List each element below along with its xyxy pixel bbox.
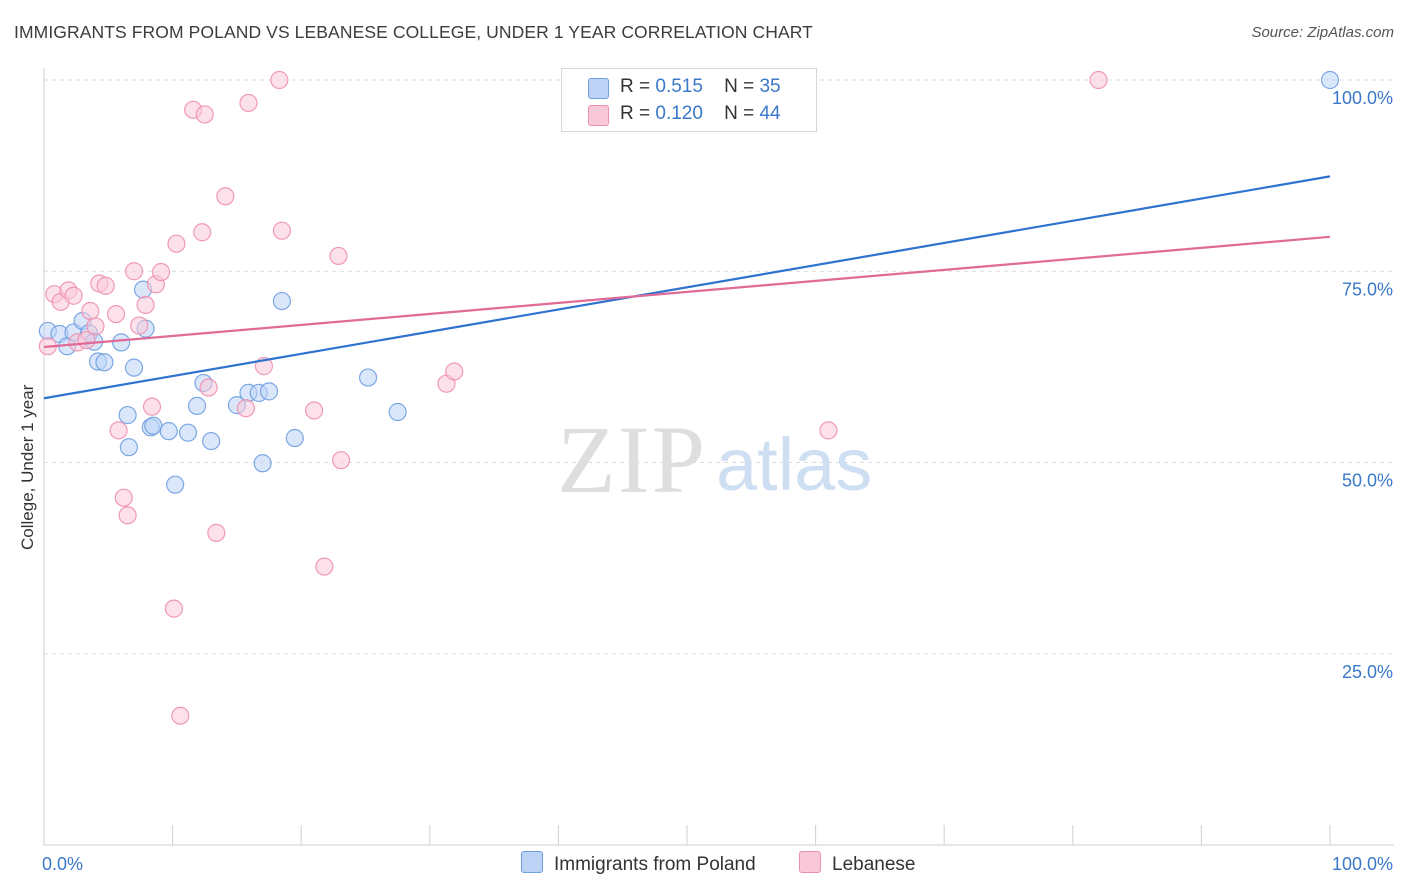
point-lebanese (270, 70, 289, 90)
point-poland (118, 405, 137, 425)
point-lebanese (106, 304, 126, 324)
point-lebanese (1089, 70, 1108, 90)
point-lebanese (118, 506, 137, 525)
point-lebanese (136, 295, 155, 315)
point-lebanese (239, 93, 258, 113)
point-lebanese (819, 421, 838, 440)
point-poland (202, 431, 221, 451)
legend-swatch-lebanese (588, 105, 609, 126)
trend-line-lebanese (43, 235, 1331, 349)
point-poland (159, 422, 178, 441)
bottom-legend-swatch-poland (521, 851, 543, 873)
point-poland (119, 438, 138, 457)
point-lebanese (142, 397, 162, 416)
point-lebanese (315, 557, 334, 576)
point-lebanese (114, 488, 133, 507)
bottom-legend-poland[interactable]: Immigrants from Poland (521, 851, 756, 876)
point-lebanese (236, 399, 256, 418)
legend-swatch-poland (588, 78, 609, 99)
point-lebanese (331, 451, 351, 470)
point-lebanese (130, 316, 149, 335)
point-lebanese (151, 262, 171, 282)
watermark-zip: ZIP (557, 406, 707, 513)
point-lebanese (207, 523, 226, 542)
point-poland (259, 382, 279, 401)
bottom-legend-swatch-lebanese (799, 851, 821, 873)
point-lebanese (216, 187, 235, 206)
legend-r-label-lebanese: R = (620, 103, 651, 124)
legend-r-value-lebanese: 0.120 (655, 103, 703, 124)
point-poland (1320, 70, 1340, 90)
point-lebanese (164, 599, 183, 618)
point-lebanese (86, 317, 105, 336)
point-poland (388, 402, 407, 422)
axes (43, 68, 1394, 846)
source-credit: Source: ZipAtlas.com (1251, 24, 1394, 41)
y-tick-label: 100.0% (1332, 88, 1393, 108)
x-tick-label: 0.0% (42, 854, 83, 874)
point-lebanese (124, 262, 144, 281)
point-lebanese (193, 223, 212, 242)
point-lebanese (304, 401, 324, 420)
y-axis-label-wrap: College, Under 1 year (14, 385, 44, 550)
chart-title: IMMIGRANTS FROM POLAND VS LEBANESE COLLE… (14, 22, 813, 42)
point-lebanese (329, 246, 348, 266)
grid-lines (44, 79, 1394, 655)
point-poland (166, 475, 185, 494)
bottom-legend-label-lebanese: Lebanese (832, 854, 916, 875)
trend-lines (43, 175, 1331, 400)
point-poland (178, 423, 198, 442)
legend-n-value-lebanese: 44 (759, 103, 781, 124)
tick-labels: 25.0% 50.0% 75.0% 100.0% 0.0% 100.0% (42, 88, 1393, 874)
point-poland (95, 353, 114, 372)
point-poland (144, 416, 163, 435)
y-tick-label: 50.0% (1342, 471, 1393, 491)
point-lebanese (272, 221, 292, 240)
point-poland (253, 454, 272, 473)
legend-r-value-poland: 0.515 (655, 76, 703, 97)
point-lebanese (96, 276, 115, 295)
point-poland (358, 368, 378, 387)
point-lebanese (445, 362, 464, 381)
point-poland (285, 428, 304, 448)
point-lebanese (167, 234, 186, 253)
legend-n-label-lebanese: N = (724, 103, 755, 124)
bottom-legend-lebanese[interactable]: Lebanese (799, 851, 915, 876)
point-lebanese (199, 378, 218, 397)
legend-n-value-poland: 35 (759, 76, 781, 97)
y-tick-label: 25.0% (1342, 662, 1393, 682)
point-poland (272, 291, 292, 311)
watermark-atlas: atlas (716, 423, 872, 506)
point-lebanese (64, 286, 83, 305)
x-tick-label: 100.0% (1332, 854, 1393, 874)
point-lebanese (171, 706, 190, 725)
trend-line-poland (43, 175, 1331, 400)
y-tick-label: 75.0% (1342, 279, 1393, 299)
point-poland (112, 333, 131, 352)
point-poland (187, 396, 207, 415)
point-lebanese (195, 105, 214, 124)
legend-n-label-poland: N = (724, 76, 755, 97)
point-poland (124, 358, 144, 377)
legend-r-label-poland: R = (620, 76, 651, 97)
point-lebanese (81, 301, 100, 321)
bottom-legend-label-poland: Immigrants from Poland (554, 854, 756, 875)
y-axis-label: College, Under 1 year (18, 384, 37, 550)
data-points (38, 70, 1340, 725)
legend-box: R = 0.515 N = 35 R = 0.120 N = 44 (561, 68, 817, 132)
point-lebanese (109, 421, 128, 440)
watermark: ZIP atlas (557, 406, 872, 513)
